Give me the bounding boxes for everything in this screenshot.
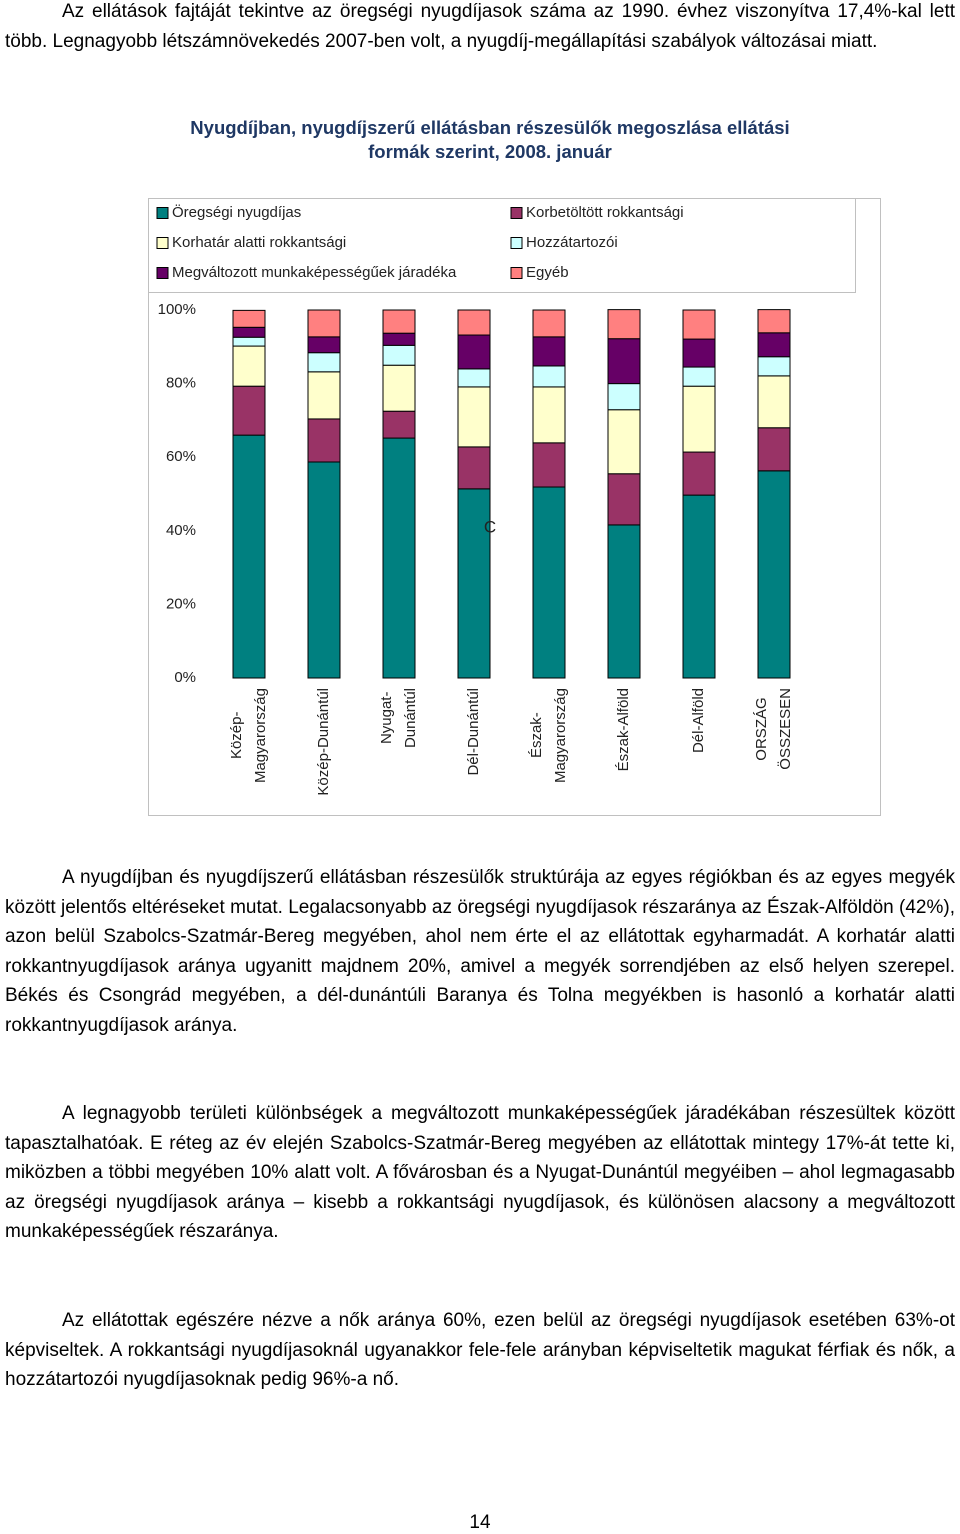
x-tick-label: Nyugat- Dunántúl xyxy=(378,688,419,749)
bar-segment xyxy=(607,309,641,340)
bar-segment xyxy=(757,309,791,334)
annotation: C xyxy=(484,517,496,536)
bar-segment xyxy=(607,409,641,475)
bar-segment xyxy=(307,309,341,338)
legend-swatch xyxy=(510,207,523,219)
paragraph: A nyugdíjban és nyugdíjszerű ellátásban … xyxy=(5,867,955,1036)
bar-segment xyxy=(532,309,566,338)
bar-segment xyxy=(532,365,566,388)
bar-segment xyxy=(457,488,491,679)
bar-segment xyxy=(757,375,791,429)
bar-segment xyxy=(382,410,416,439)
bar-segment xyxy=(757,356,791,377)
bar-segment xyxy=(457,309,491,336)
bar-segment xyxy=(457,386,491,448)
y-tick-label: 20% xyxy=(166,595,196,612)
bar-segment xyxy=(757,470,791,679)
bar-segment xyxy=(532,442,566,488)
bar-segment xyxy=(382,344,416,366)
bar-segment xyxy=(757,427,791,472)
legend-label: Egyéb xyxy=(526,264,569,281)
paragraph: Az ellátottak egészére nézve a nők arány… xyxy=(5,1310,955,1390)
bar-segment xyxy=(607,338,641,385)
bar-segment xyxy=(532,336,566,367)
bar-segment xyxy=(607,473,641,526)
bar-segment xyxy=(382,332,416,346)
x-tick-label: Dél-Dunántúl xyxy=(465,688,482,776)
x-tick-label: Észak-Alföld xyxy=(615,688,632,772)
bar-segment xyxy=(457,446,491,490)
page-number: 14 xyxy=(469,1512,491,1533)
legend-label: Hozzátartozói xyxy=(526,234,618,251)
bar-segment xyxy=(682,451,716,496)
x-tick-label: Közép- Magyarország xyxy=(228,688,269,784)
bar-segment xyxy=(307,461,341,679)
y-tick-label: 100% xyxy=(158,301,196,318)
bar-segment xyxy=(457,368,491,388)
legend-swatch xyxy=(156,207,169,219)
bar-segment xyxy=(757,332,791,358)
x-tick-label: ORSZÁG ÖSSZESEN xyxy=(753,688,794,770)
x-tick-label: Közép-Dunántúl xyxy=(315,688,332,796)
y-tick-label: 40% xyxy=(166,522,196,539)
bar-segment xyxy=(232,434,266,679)
legend-swatch xyxy=(156,267,169,279)
bar-segment xyxy=(307,352,341,373)
bar-segment xyxy=(607,524,641,679)
bar-segment xyxy=(382,437,416,679)
bar-segment xyxy=(682,366,716,387)
bar-segment xyxy=(307,336,341,354)
bar-segment xyxy=(532,486,566,679)
legend-swatch xyxy=(510,267,523,279)
bar-segment xyxy=(232,345,266,387)
legend-swatch xyxy=(510,237,523,249)
bar-segment xyxy=(682,494,716,679)
bar-segment xyxy=(682,385,716,453)
bar-segment xyxy=(232,326,266,338)
legend-label: Megváltozott munkaképességűek járadéka xyxy=(172,264,457,281)
bar-segment xyxy=(457,334,491,370)
paragraph: Az ellátások fajtáját tekintve az öregsé… xyxy=(5,1,955,52)
chart-title: Nyugdíjban, nyugdíjszerű ellátásban rész… xyxy=(190,117,790,162)
legend-frame xyxy=(148,198,856,293)
bar-segment xyxy=(532,386,566,444)
x-tick-label: Dél-Alföld xyxy=(690,688,707,754)
bar-segment xyxy=(232,309,266,328)
bar-segment xyxy=(382,309,416,334)
x-tick-label: Észak- Magyarország xyxy=(528,688,569,784)
bar-segment xyxy=(607,383,641,411)
legend-label: Korhatár alatti rokkantsági xyxy=(172,234,346,251)
y-tick-label: 60% xyxy=(166,448,196,465)
bar-segment xyxy=(307,371,341,420)
bar-segment xyxy=(307,418,341,463)
chart: Öregségi nyugdíjas Korbetöltött rokkantsá… xyxy=(148,198,881,816)
y-tick-label: 80% xyxy=(166,375,196,392)
legend-label: Korbetöltött rokkantsági xyxy=(526,204,684,221)
bar-segment xyxy=(232,385,266,436)
y-tick-label: 0% xyxy=(174,669,196,686)
bar-segment xyxy=(232,336,266,347)
paragraph: A legnagyobb területi különbségek a megv… xyxy=(5,1103,955,1242)
bar-segment xyxy=(682,338,716,368)
bar-segment xyxy=(682,309,716,340)
bar-segment xyxy=(382,364,416,412)
legend-label: Öregségi nyugdíjas xyxy=(172,203,301,221)
legend-swatch xyxy=(156,237,169,249)
